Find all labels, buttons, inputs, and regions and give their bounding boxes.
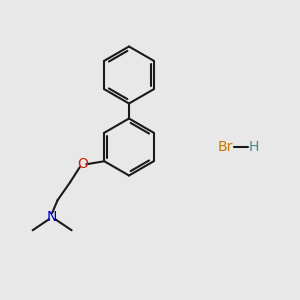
Text: H: H — [248, 140, 259, 154]
Text: Br: Br — [217, 140, 233, 154]
Text: O: O — [77, 157, 88, 171]
Text: N: N — [47, 210, 57, 224]
